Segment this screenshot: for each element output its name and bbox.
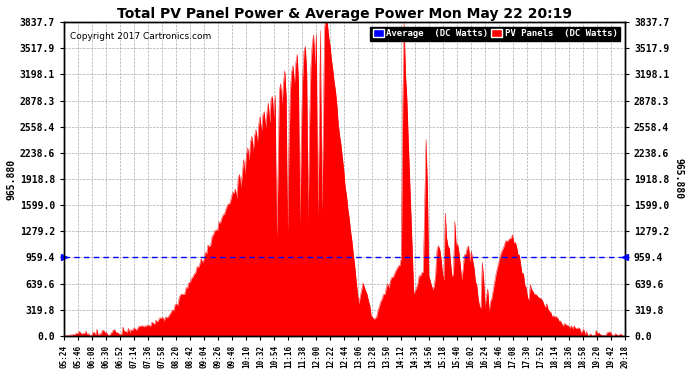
Y-axis label: 965.880: 965.880 xyxy=(673,159,683,200)
Legend: Average  (DC Watts), PV Panels  (DC Watts): Average (DC Watts), PV Panels (DC Watts) xyxy=(370,27,620,41)
Text: Copyright 2017 Cartronics.com: Copyright 2017 Cartronics.com xyxy=(70,32,211,40)
Y-axis label: 965.880: 965.880 xyxy=(7,159,17,200)
Title: Total PV Panel Power & Average Power Mon May 22 20:19: Total PV Panel Power & Average Power Mon… xyxy=(117,7,572,21)
